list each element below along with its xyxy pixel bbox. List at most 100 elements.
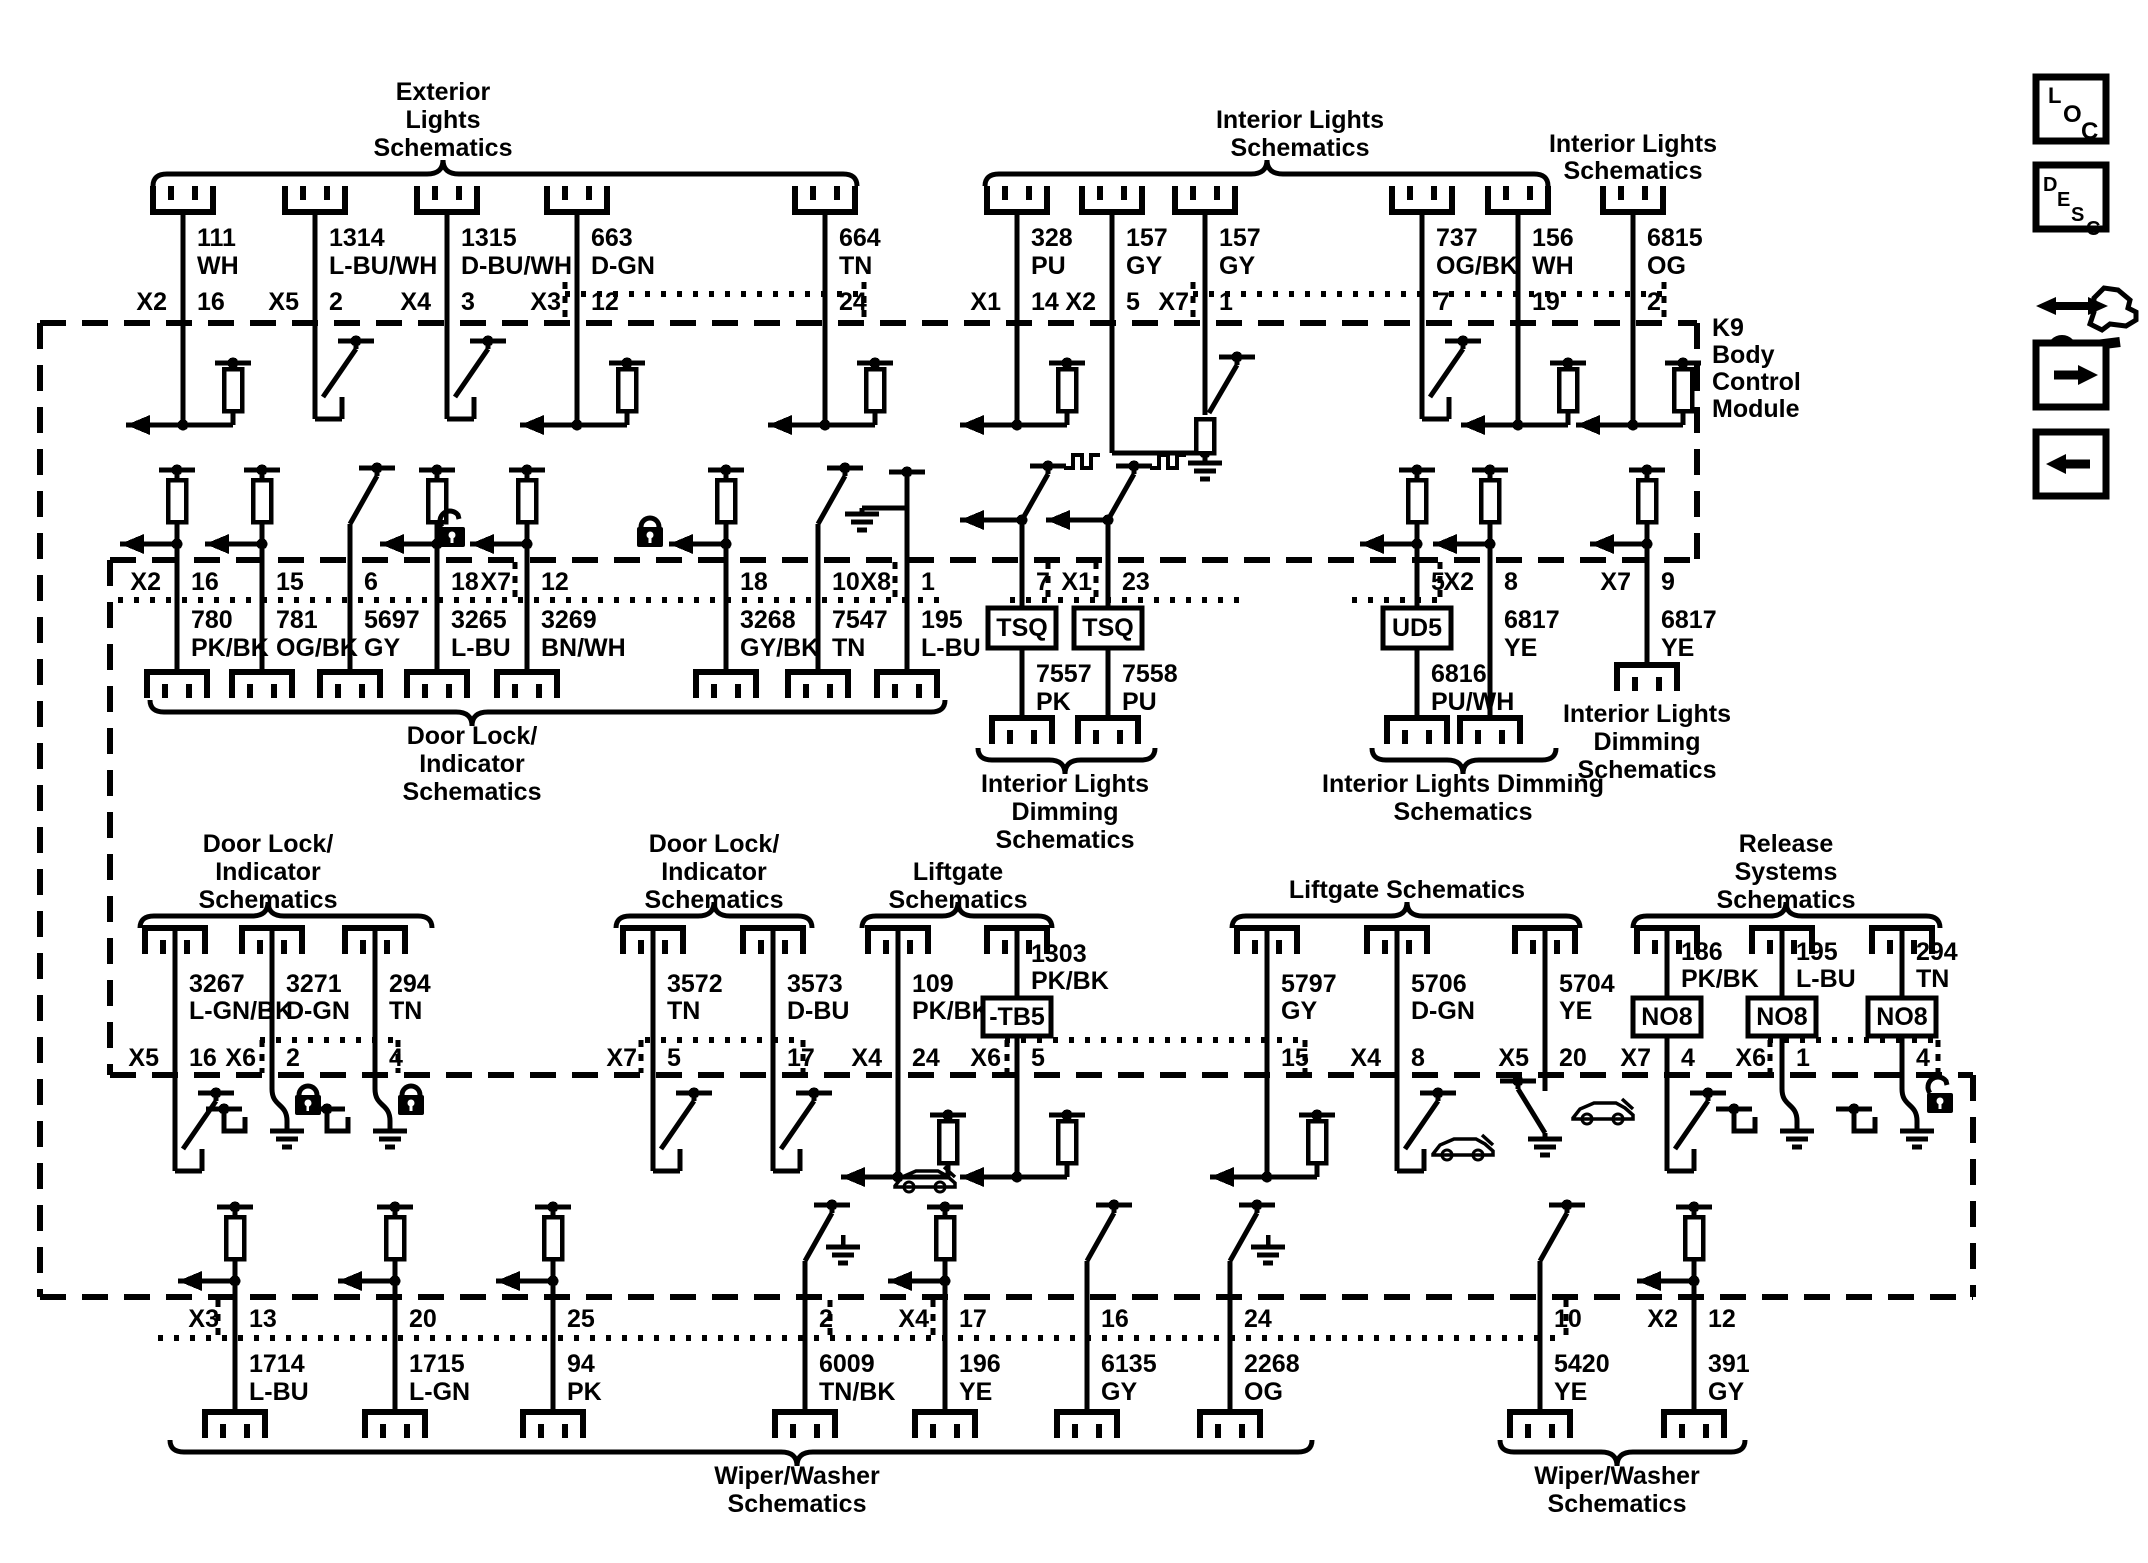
schematic-group-title: Schematics — [374, 134, 513, 162]
pin-number: 18 — [451, 568, 479, 596]
connector-icon — [1075, 715, 1141, 744]
connector-label: X7 — [606, 1044, 637, 1072]
pin-number: 10 — [1554, 1305, 1582, 1333]
wire-number: 737 — [1436, 224, 1478, 252]
wire-number: 6816 — [1431, 660, 1487, 688]
connector-icon — [1457, 715, 1523, 744]
loc-button[interactable]: LOC — [2032, 73, 2110, 145]
wire-color: TN — [667, 997, 700, 1025]
pin-number: 16 — [189, 1044, 217, 1072]
connector-icon — [1600, 186, 1666, 215]
pin-number: 24 — [839, 288, 867, 316]
wire-number: 294 — [389, 970, 431, 998]
schematic-group-title: Schematics — [996, 826, 1135, 854]
wire-color: PK/BK — [1031, 967, 1109, 995]
pin-number: 3 — [461, 288, 475, 316]
wire-number: 5704 — [1559, 970, 1615, 998]
wire-color: TN — [839, 252, 872, 280]
connector-icon — [362, 1409, 428, 1438]
wire-number: 5706 — [1411, 970, 1467, 998]
connector-icon — [282, 186, 348, 215]
connector-icon — [317, 669, 383, 698]
connector-icon — [1507, 1409, 1573, 1438]
pin-number: 5 — [1031, 1044, 1045, 1072]
connector-label: X4 — [898, 1305, 929, 1333]
back-button[interactable] — [2032, 428, 2110, 500]
wire-number: 195 — [921, 606, 963, 634]
next-button[interactable] — [2032, 339, 2110, 411]
connector-icon — [912, 1409, 978, 1438]
wire-color: WH — [1532, 252, 1574, 280]
wire-color: L-BU — [451, 634, 511, 662]
schematic-group-title: Exterior — [396, 78, 491, 106]
arrow-left-icon — [1360, 534, 1384, 554]
connector-label: X7 — [480, 568, 511, 596]
connector-icon — [1172, 186, 1238, 215]
arrow-left-icon — [126, 415, 150, 435]
pin-number: 15 — [1281, 1044, 1309, 1072]
wire-number: 6817 — [1661, 606, 1717, 634]
wire-number: 3271 — [286, 970, 342, 998]
schematic-group-title: Schematics — [199, 886, 338, 914]
pin-number: 20 — [409, 1305, 437, 1333]
wire-color: GY — [1219, 252, 1255, 280]
wire-number: 3267 — [189, 970, 245, 998]
wire-number: 1714 — [249, 1350, 305, 1378]
pin-number: 17 — [959, 1305, 987, 1333]
wire-number: 5797 — [1281, 970, 1337, 998]
connector-icon — [1389, 186, 1455, 215]
schematic-group-title: Liftgate Schematics — [1289, 876, 1525, 904]
connector-label: X3 — [188, 1305, 219, 1333]
desc-letter: S — [2071, 204, 2084, 226]
connector-icon — [989, 715, 1055, 744]
wire-number: 1303 — [1031, 940, 1087, 968]
option-box-label: NO8 — [1641, 1003, 1693, 1031]
connector-icon — [202, 1409, 268, 1438]
wire-number: 6817 — [1504, 606, 1560, 634]
wire-color: WH — [197, 252, 239, 280]
wire-number: 195 — [1796, 938, 1838, 966]
wire-number: 111 — [197, 224, 236, 252]
pin-number: 1 — [921, 568, 935, 596]
lock-icon — [398, 1083, 424, 1115]
wire-color: YE — [959, 1378, 992, 1406]
wire-color: L-GN — [409, 1378, 470, 1406]
pin-number: 15 — [276, 568, 304, 596]
schematic-group-title: Indicator — [215, 858, 321, 886]
pin-number: 1 — [1219, 288, 1233, 316]
wire-color: TN — [389, 997, 422, 1025]
connector-label: X5 — [268, 288, 299, 316]
connector-label: X1 — [970, 288, 1001, 316]
wire-number: 780 — [191, 606, 233, 634]
wire-color: PK/BK — [912, 997, 990, 1025]
wire-color: TN — [832, 634, 865, 662]
wire-number: 6135 — [1101, 1350, 1157, 1378]
pin-number: 5 — [1126, 288, 1140, 316]
pin-number: 24 — [1244, 1305, 1272, 1333]
wire-color: D-GN — [286, 997, 350, 1025]
arrow-left-icon — [888, 1271, 912, 1291]
schematic-group-title: Schematics — [645, 886, 784, 914]
pin-number: 12 — [541, 568, 569, 596]
wire-number: 5420 — [1554, 1350, 1610, 1378]
